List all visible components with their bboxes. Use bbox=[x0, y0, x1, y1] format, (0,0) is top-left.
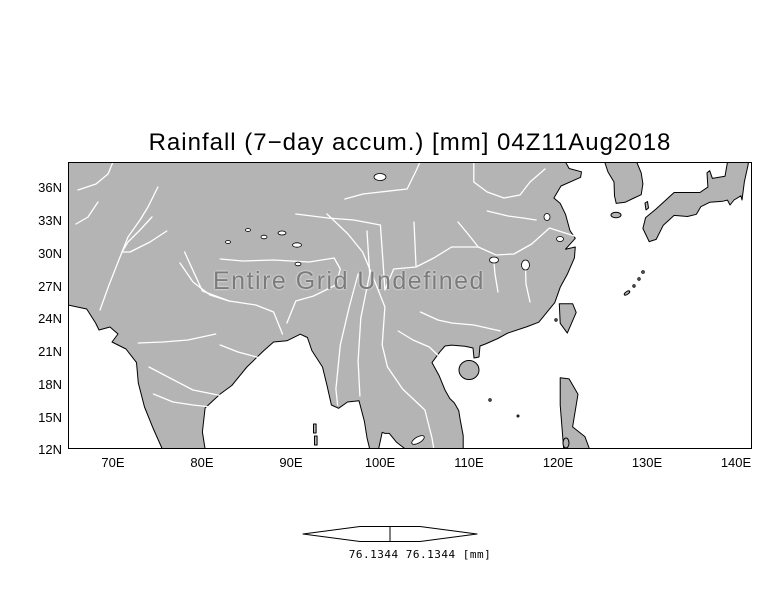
y-axis-label: 12N bbox=[38, 442, 62, 457]
x-axis-label: 80E bbox=[190, 455, 214, 470]
river bbox=[344, 162, 421, 200]
river bbox=[326, 213, 435, 449]
x-axis-label: 100E bbox=[364, 455, 396, 470]
river bbox=[75, 201, 99, 225]
x-axis-label: 110E bbox=[454, 455, 484, 470]
x-axis-label: 120E bbox=[542, 455, 574, 470]
river bbox=[99, 186, 159, 311]
river bbox=[137, 333, 217, 344]
tsushima-island bbox=[644, 201, 649, 211]
river bbox=[524, 267, 531, 303]
map-svg bbox=[68, 162, 752, 449]
y-axis-label: 15N bbox=[38, 410, 62, 425]
river bbox=[335, 273, 359, 406]
grid-undefined-annotation: Entire Grid Undefined bbox=[213, 267, 485, 295]
lake bbox=[411, 435, 425, 445]
river bbox=[357, 230, 371, 397]
penghu-islet bbox=[554, 318, 558, 322]
mindoro-island bbox=[562, 437, 570, 449]
colorbar-label: 76.1344 76.1344 [mm] bbox=[348, 548, 492, 561]
arabian-sea bbox=[68, 304, 163, 449]
x-axis-label: 130E bbox=[631, 455, 663, 470]
colorbar-arrow bbox=[302, 526, 478, 542]
gulf-of-thailand bbox=[378, 431, 406, 449]
okinawa-island bbox=[623, 290, 631, 296]
lake bbox=[292, 242, 302, 248]
andaman-island bbox=[314, 435, 318, 446]
lake bbox=[260, 234, 268, 240]
andaman-island bbox=[313, 423, 317, 434]
x-axis-label: 70E bbox=[101, 455, 125, 470]
y-axis-label: 27N bbox=[38, 279, 62, 294]
y-axis-label: 36N bbox=[38, 180, 62, 195]
river bbox=[473, 162, 546, 199]
y-axis-label: 21N bbox=[38, 344, 62, 359]
lake bbox=[373, 173, 387, 181]
map-panel bbox=[68, 162, 752, 449]
taiwan-island bbox=[558, 303, 577, 334]
plot-title: Rainfall (7−day accum.) [mm] 04Z11Aug201… bbox=[148, 129, 672, 156]
east-asian-seas bbox=[431, 162, 752, 449]
lake bbox=[521, 259, 530, 271]
ryukyu-island bbox=[641, 270, 645, 274]
luzon-island bbox=[559, 377, 590, 449]
south-china-sea-islet bbox=[516, 414, 520, 418]
river bbox=[413, 221, 417, 267]
x-axis-label: 90E bbox=[279, 455, 303, 470]
x-axis-label: 140E bbox=[720, 455, 752, 470]
hainan-island bbox=[458, 360, 480, 380]
lake bbox=[225, 240, 231, 244]
y-axis-label: 33N bbox=[38, 213, 62, 228]
river bbox=[219, 344, 261, 359]
map-border bbox=[68, 162, 752, 449]
y-axis-label: 18N bbox=[38, 377, 62, 392]
rivers bbox=[75, 162, 576, 449]
river bbox=[457, 221, 479, 248]
lake bbox=[489, 256, 499, 264]
ocean-shapes bbox=[68, 162, 752, 449]
bay-of-bengal bbox=[201, 333, 371, 449]
river bbox=[397, 330, 442, 359]
river bbox=[152, 393, 212, 408]
lake bbox=[543, 213, 551, 221]
ryukyu-island bbox=[637, 277, 641, 281]
lake bbox=[556, 236, 564, 242]
lake bbox=[277, 230, 287, 236]
river bbox=[121, 230, 168, 253]
islands bbox=[313, 201, 649, 449]
river bbox=[148, 366, 224, 397]
jeju-island bbox=[610, 211, 622, 219]
river bbox=[419, 311, 502, 332]
river bbox=[179, 262, 230, 302]
lake bbox=[245, 228, 251, 232]
river bbox=[121, 216, 153, 253]
river bbox=[295, 213, 576, 291]
lakes bbox=[225, 173, 564, 445]
river bbox=[219, 257, 341, 324]
river bbox=[493, 262, 499, 293]
river bbox=[486, 210, 537, 221]
y-axis-label: 24N bbox=[38, 311, 62, 326]
lake bbox=[294, 261, 302, 267]
paracel-islet bbox=[488, 398, 492, 402]
river bbox=[77, 162, 114, 191]
y-axis-label: 30N bbox=[38, 246, 62, 261]
ryukyu-island bbox=[632, 284, 636, 288]
